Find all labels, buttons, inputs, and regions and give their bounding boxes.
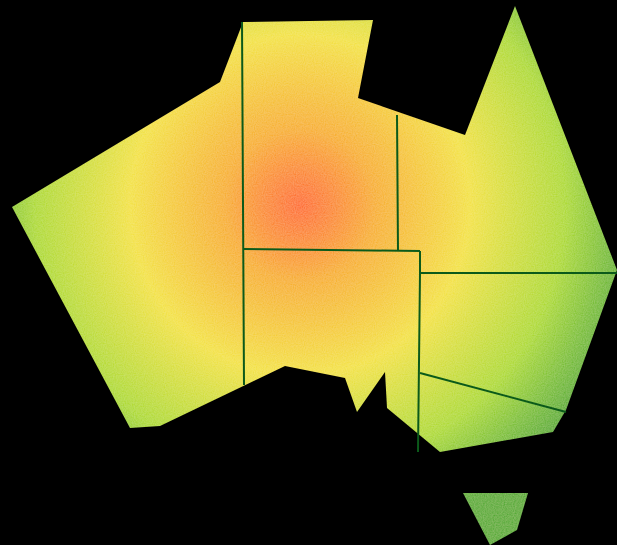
- regions-layer: [12, 6, 617, 545]
- wa-border: [241, 21, 245, 386]
- state-borders: [241, 21, 617, 453]
- region-tasmania: [463, 493, 528, 545]
- nt-sa-border: [243, 248, 421, 252]
- sa-east-border: [417, 272, 421, 453]
- region-northern-territory: [243, 20, 398, 250]
- region-queensland: [397, 6, 617, 273]
- region-western-australia: [12, 22, 244, 428]
- nsw-vic-border: [419, 372, 567, 413]
- nt-qld-border: [396, 114, 399, 252]
- region-south-australia: [244, 249, 420, 452]
